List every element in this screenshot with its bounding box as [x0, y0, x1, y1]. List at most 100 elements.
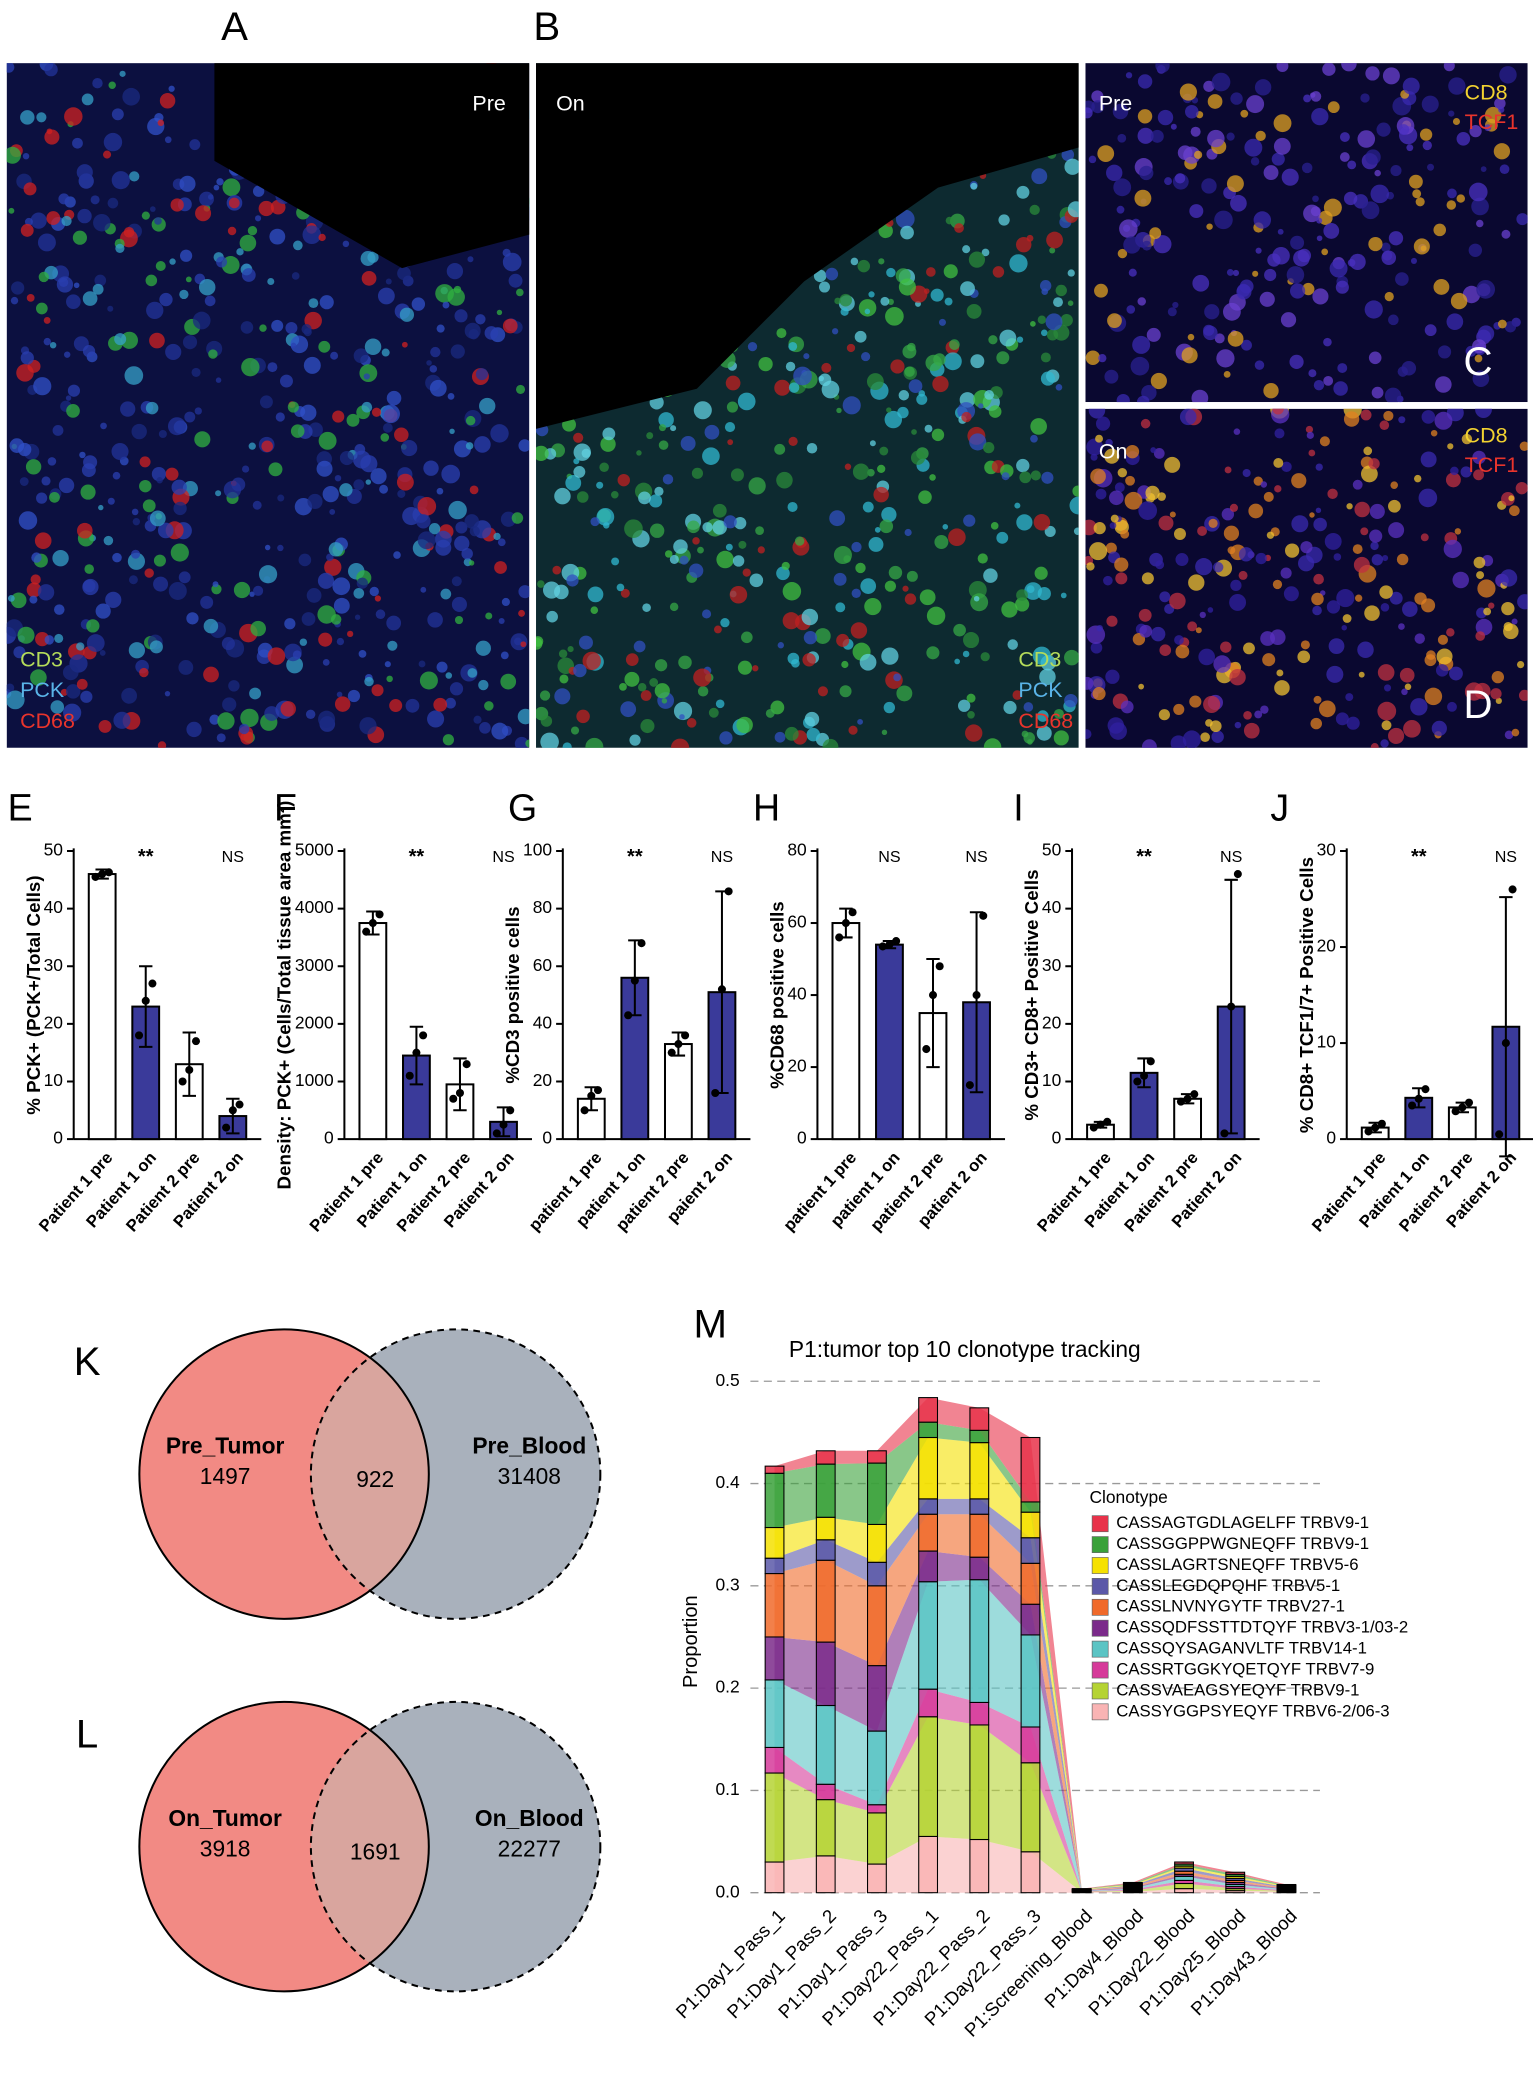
cell [1273, 458, 1284, 468]
cell [62, 664, 79, 681]
cell [516, 288, 524, 297]
cell [29, 595, 38, 604]
cell [111, 442, 129, 461]
cell [1222, 302, 1241, 321]
cell [194, 431, 211, 448]
cell [1190, 126, 1201, 137]
cell [353, 587, 365, 599]
cell [249, 687, 262, 700]
cell [1309, 92, 1316, 98]
cell [562, 742, 572, 748]
bar [663, 1043, 693, 1141]
micrograph [536, 63, 1079, 748]
cell [203, 618, 219, 634]
cell [970, 354, 985, 369]
intersection-count: 922 [356, 1466, 394, 1492]
cell [1226, 175, 1244, 193]
y-tick-label: 40 [44, 897, 63, 917]
cell [8, 207, 15, 214]
cell [1254, 710, 1263, 719]
cell [716, 550, 734, 569]
cell [233, 581, 251, 599]
data-point [492, 1129, 501, 1138]
cell [370, 468, 387, 485]
set-name: On_Tumor [168, 1805, 282, 1831]
cell [1207, 94, 1223, 109]
cell [806, 727, 821, 742]
cell [1207, 129, 1225, 148]
cell [1450, 292, 1468, 310]
cell [208, 349, 218, 359]
cell [1410, 257, 1417, 264]
bar-segment [969, 1407, 990, 1431]
cell [326, 553, 334, 561]
cell [347, 689, 361, 703]
cell [942, 523, 949, 530]
cell [654, 683, 670, 699]
cell [103, 150, 112, 159]
cell [765, 708, 775, 718]
cell [1086, 562, 1095, 571]
cell [426, 360, 432, 366]
cell [1329, 259, 1348, 278]
cell [537, 580, 545, 588]
timepoint-label: Pre [472, 91, 505, 115]
error-bar [139, 965, 153, 1048]
cell [1128, 268, 1137, 277]
cell [1477, 579, 1496, 598]
cell [159, 93, 176, 109]
data-point [419, 1031, 428, 1040]
cell [1433, 279, 1450, 295]
y-tick-label: 2000 [295, 1012, 334, 1032]
cell [1360, 409, 1372, 421]
cell [491, 722, 509, 740]
cell [662, 474, 674, 485]
cell [902, 344, 917, 359]
data-point [1508, 885, 1517, 894]
cell [1203, 695, 1221, 714]
cell [25, 459, 42, 475]
cell [24, 217, 33, 226]
cell [1252, 270, 1259, 277]
cell [1055, 284, 1067, 297]
venn-outline [309, 1700, 602, 1993]
y-tick-label: 20 [1317, 936, 1336, 956]
cell [788, 436, 798, 446]
cell [10, 296, 19, 305]
cell [1360, 527, 1369, 536]
cell [1422, 140, 1432, 151]
cell [419, 671, 438, 690]
cell [1339, 152, 1350, 162]
legend-swatch [1091, 1661, 1109, 1679]
cell [573, 443, 591, 461]
cell [1342, 614, 1352, 623]
cell [339, 450, 354, 466]
cell [387, 640, 398, 651]
cell [554, 487, 571, 505]
cell [1443, 539, 1462, 559]
cell [931, 428, 945, 442]
cell [1169, 592, 1186, 610]
cell [1124, 491, 1143, 510]
cell [1388, 727, 1405, 744]
data-point [405, 1071, 414, 1080]
cell [446, 262, 464, 280]
bar-segment [867, 1462, 887, 1525]
cell [868, 537, 884, 552]
cell [1291, 473, 1307, 489]
cell [179, 289, 189, 300]
cell [1323, 223, 1340, 239]
data-point [1233, 870, 1242, 879]
marker-label: CD3 [20, 647, 63, 671]
bar-segment [1174, 1888, 1194, 1894]
cell [1476, 279, 1496, 299]
cell [1388, 499, 1401, 513]
cell [44, 63, 58, 77]
bar-segment [867, 1804, 887, 1814]
cell [423, 460, 439, 476]
cell [932, 375, 949, 393]
cell [858, 299, 877, 317]
cell [1471, 197, 1489, 216]
cell [317, 572, 335, 589]
